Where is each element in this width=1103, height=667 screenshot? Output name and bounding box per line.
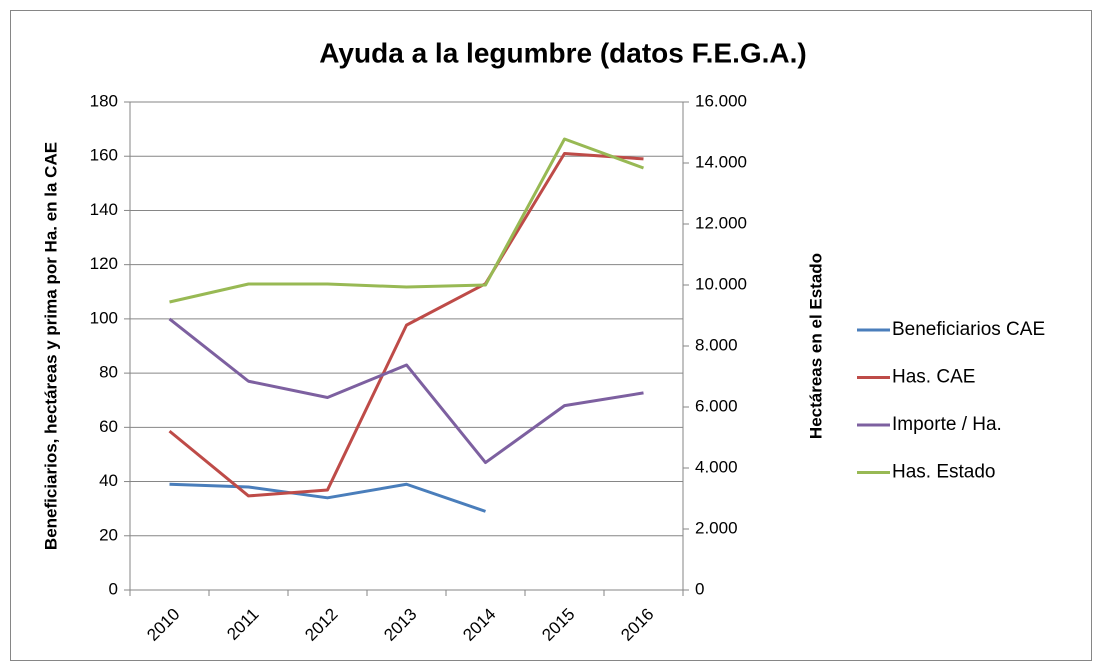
- series-line: [169, 482, 486, 513]
- y-tick-label: 100: [90, 308, 118, 327]
- y2-tick-label: 16.000: [695, 91, 747, 110]
- y-axis-title: Beneficiarios, hectáreas y prima por Ha.…: [41, 142, 60, 550]
- y2-tick-label: 0: [695, 579, 704, 598]
- y2-axis-title: Hectáreas en el Estado: [806, 253, 825, 439]
- legend-label: Has. CAE: [892, 367, 975, 388]
- y2-tick-label: 8.000: [695, 335, 738, 354]
- y-tick-label: 120: [90, 254, 118, 273]
- y-tick-label: 140: [90, 200, 118, 219]
- y2-tick-label: 12.000: [695, 213, 747, 232]
- legend-label: Beneficiarios CAE: [892, 319, 1045, 340]
- y2-tick-label: 14.000: [695, 152, 747, 171]
- y2-tick-label: 6.000: [695, 396, 738, 415]
- y2-tick-label: 10.000: [695, 274, 747, 293]
- y-tick-label: 180: [90, 91, 118, 110]
- chart-title: Ayuda a la legumbre (datos F.E.G.A.): [319, 37, 807, 68]
- series-line: [169, 137, 645, 304]
- legend-label: Has. Estado: [892, 462, 996, 483]
- y-tick-label: 20: [99, 525, 118, 544]
- y2-tick-label: 2.000: [695, 518, 738, 537]
- y-tick-label: 80: [99, 363, 118, 382]
- y-tick-label: 160: [90, 146, 118, 165]
- y2-tick-label: 4.000: [695, 457, 738, 476]
- series-line: [168, 152, 644, 498]
- y-tick-label: 0: [109, 579, 118, 598]
- legend-label: Importe / Ha.: [892, 414, 1002, 435]
- y-tick-label: 40: [99, 471, 118, 490]
- y-tick-label: 60: [99, 417, 118, 436]
- series-line: [168, 317, 644, 465]
